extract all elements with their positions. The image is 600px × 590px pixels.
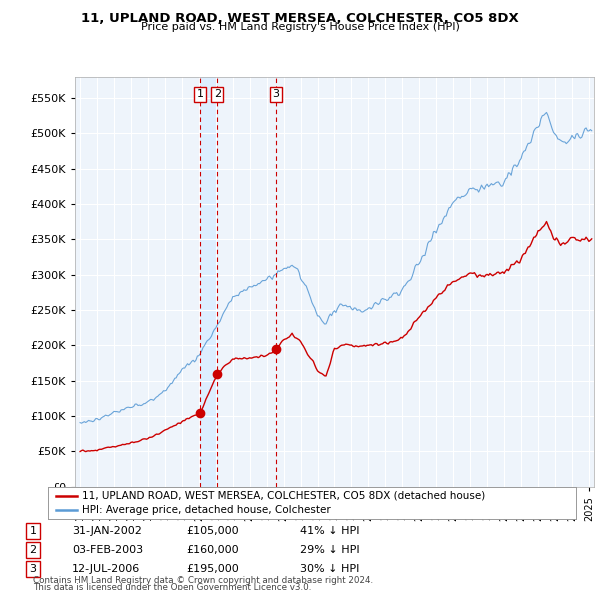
Text: 2: 2 bbox=[214, 89, 221, 99]
Text: 1: 1 bbox=[29, 526, 37, 536]
Text: 11, UPLAND ROAD, WEST MERSEA, COLCHESTER, CO5 8DX (detached house): 11, UPLAND ROAD, WEST MERSEA, COLCHESTER… bbox=[82, 490, 485, 500]
Text: HPI: Average price, detached house, Colchester: HPI: Average price, detached house, Colc… bbox=[82, 506, 331, 516]
Text: 11, UPLAND ROAD, WEST MERSEA, COLCHESTER, CO5 8DX: 11, UPLAND ROAD, WEST MERSEA, COLCHESTER… bbox=[81, 12, 519, 25]
Text: 31-JAN-2002: 31-JAN-2002 bbox=[72, 526, 142, 536]
Text: Contains HM Land Registry data © Crown copyright and database right 2024.: Contains HM Land Registry data © Crown c… bbox=[33, 576, 373, 585]
Text: 2: 2 bbox=[29, 545, 37, 555]
Text: 3: 3 bbox=[272, 89, 279, 99]
Text: This data is licensed under the Open Government Licence v3.0.: This data is licensed under the Open Gov… bbox=[33, 583, 311, 590]
Text: Price paid vs. HM Land Registry's House Price Index (HPI): Price paid vs. HM Land Registry's House … bbox=[140, 22, 460, 32]
Bar bbox=[200, 77, 217, 487]
Text: £195,000: £195,000 bbox=[186, 564, 239, 573]
Text: £105,000: £105,000 bbox=[186, 526, 239, 536]
Text: 30% ↓ HPI: 30% ↓ HPI bbox=[300, 564, 359, 573]
Text: 29% ↓ HPI: 29% ↓ HPI bbox=[300, 545, 359, 555]
Text: 1: 1 bbox=[197, 89, 203, 99]
Text: 03-FEB-2003: 03-FEB-2003 bbox=[72, 545, 143, 555]
Text: 41% ↓ HPI: 41% ↓ HPI bbox=[300, 526, 359, 536]
Text: 3: 3 bbox=[29, 564, 37, 573]
Text: £160,000: £160,000 bbox=[186, 545, 239, 555]
Text: 12-JUL-2006: 12-JUL-2006 bbox=[72, 564, 140, 573]
